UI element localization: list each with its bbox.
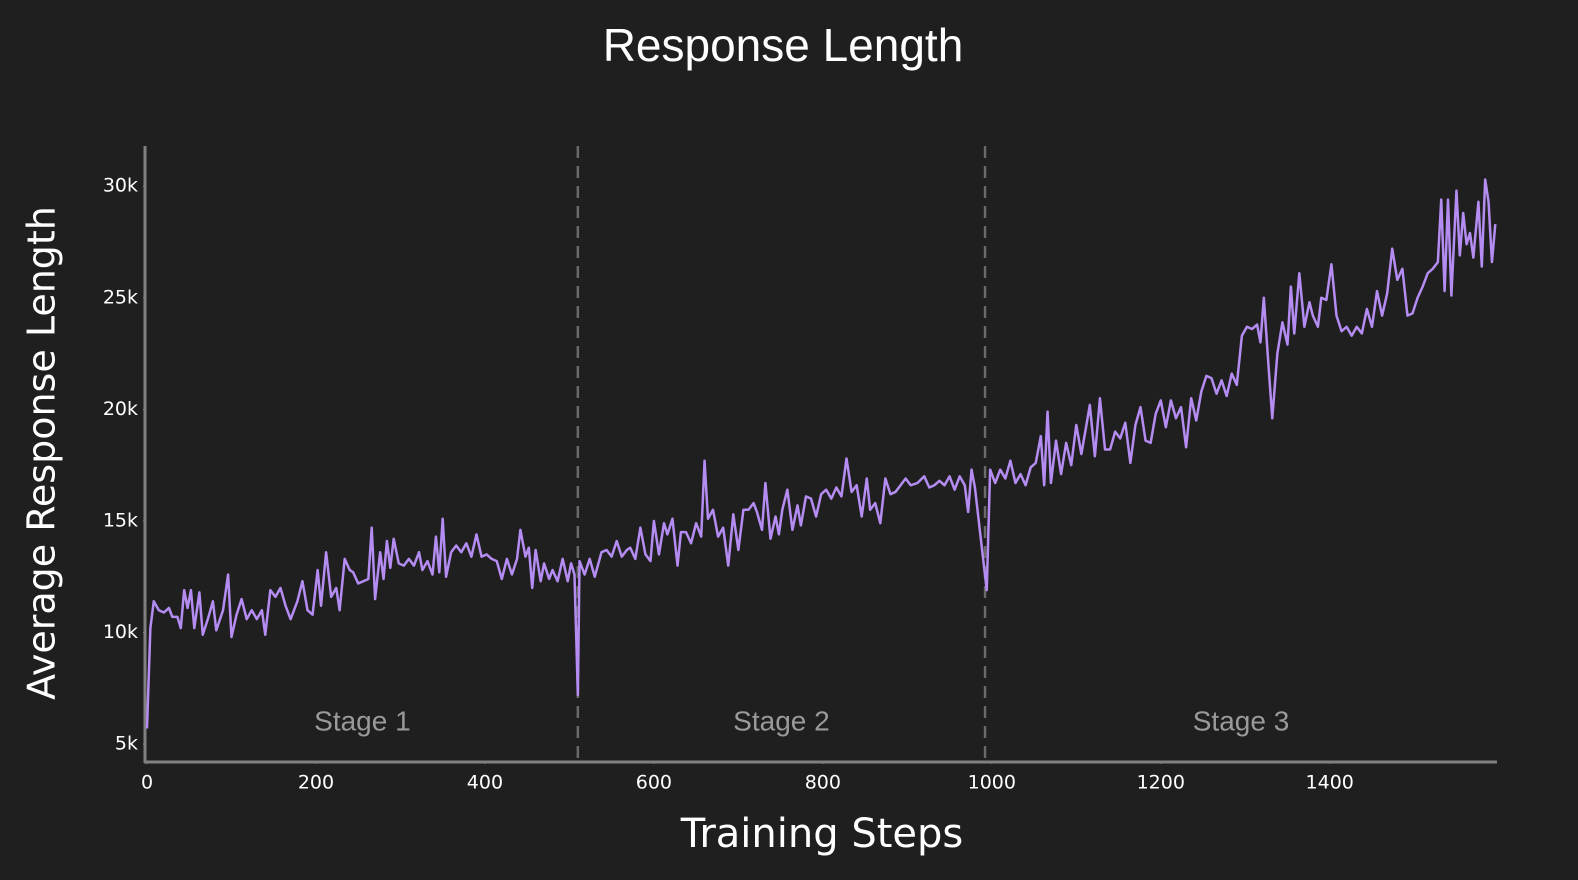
y-tick-label: 20k [103,398,138,420]
x-tick-label: 0 [141,772,153,794]
stage-label: Stage 3 [1193,705,1290,736]
x-tick-label: 800 [805,772,841,794]
x-axis-label: Training Steps [680,811,963,857]
x-tick-label: 1400 [1306,772,1354,794]
x-tick-label: 400 [467,772,503,794]
y-tick-label: 30k [103,175,138,197]
y-tick-label: 5k [115,733,138,755]
data-line [145,178,1497,729]
chart-title: Response Length [603,19,964,71]
stage-label: Stage 2 [733,705,830,736]
stage-label: Stage 1 [314,705,411,736]
x-tick-label: 1200 [1137,772,1185,794]
y-tick-label: 25k [103,286,138,308]
y-tick-label: 10k [103,621,138,643]
y-tick-label: 15k [103,509,138,531]
y-axis-label: Average Response Length [20,206,64,700]
x-tick-label: 1000 [968,772,1016,794]
x-tick-label: 200 [298,772,334,794]
x-tick-label: 600 [636,772,672,794]
